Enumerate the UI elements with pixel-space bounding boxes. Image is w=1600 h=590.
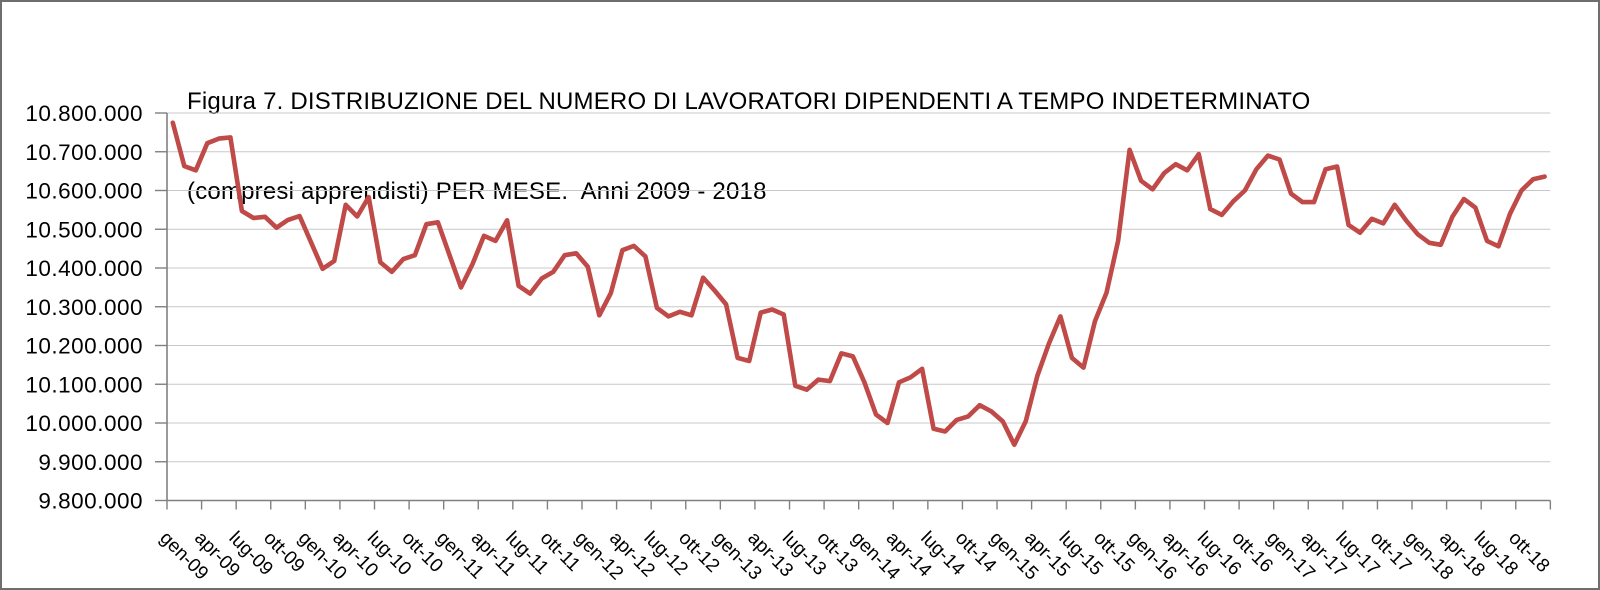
- x-ticks: [166, 500, 1552, 510]
- y-tick-label: 10.800.000: [25, 101, 143, 126]
- y-axis-labels: 10.800.000 10.700.000 10.600.000 10.500.000…: [25, 101, 143, 514]
- y-tick-label: 10.000.000: [25, 411, 143, 436]
- y-tick-label: 10.400.000: [25, 256, 143, 281]
- y-tick-label: 9.900.000: [38, 450, 143, 475]
- y-tick-label: 10.100.000: [25, 372, 143, 397]
- y-tick-label: 10.200.000: [25, 334, 143, 359]
- y-gridlines: [155, 112, 1551, 502]
- y-tick-label: 10.600.000: [25, 179, 143, 204]
- chart-title-line1: Figura 7. DISTRIBUZIONE DEL NUMERO DI LA…: [187, 88, 1311, 115]
- y-tick-label: 10.500.000: [25, 217, 143, 242]
- chart-title-line2: (compresi apprendisti) PER MESE. Anni 20…: [187, 178, 767, 205]
- y-tick-label: 9.800.000: [38, 489, 143, 514]
- x-axis-labels: gen-09apr-09lug-09ott-09gen-10apr-10lug-…: [155, 528, 1553, 585]
- series-line-lavoratori-tempo-indeterminato: [170, 120, 1547, 448]
- y-tick-label: 10.300.000: [25, 295, 143, 320]
- y-tick-label: 10.700.000: [25, 140, 143, 165]
- chart-title: Figura 7. DISTRIBUZIONE DEL NUMERO DI LA…: [187, 27, 1311, 267]
